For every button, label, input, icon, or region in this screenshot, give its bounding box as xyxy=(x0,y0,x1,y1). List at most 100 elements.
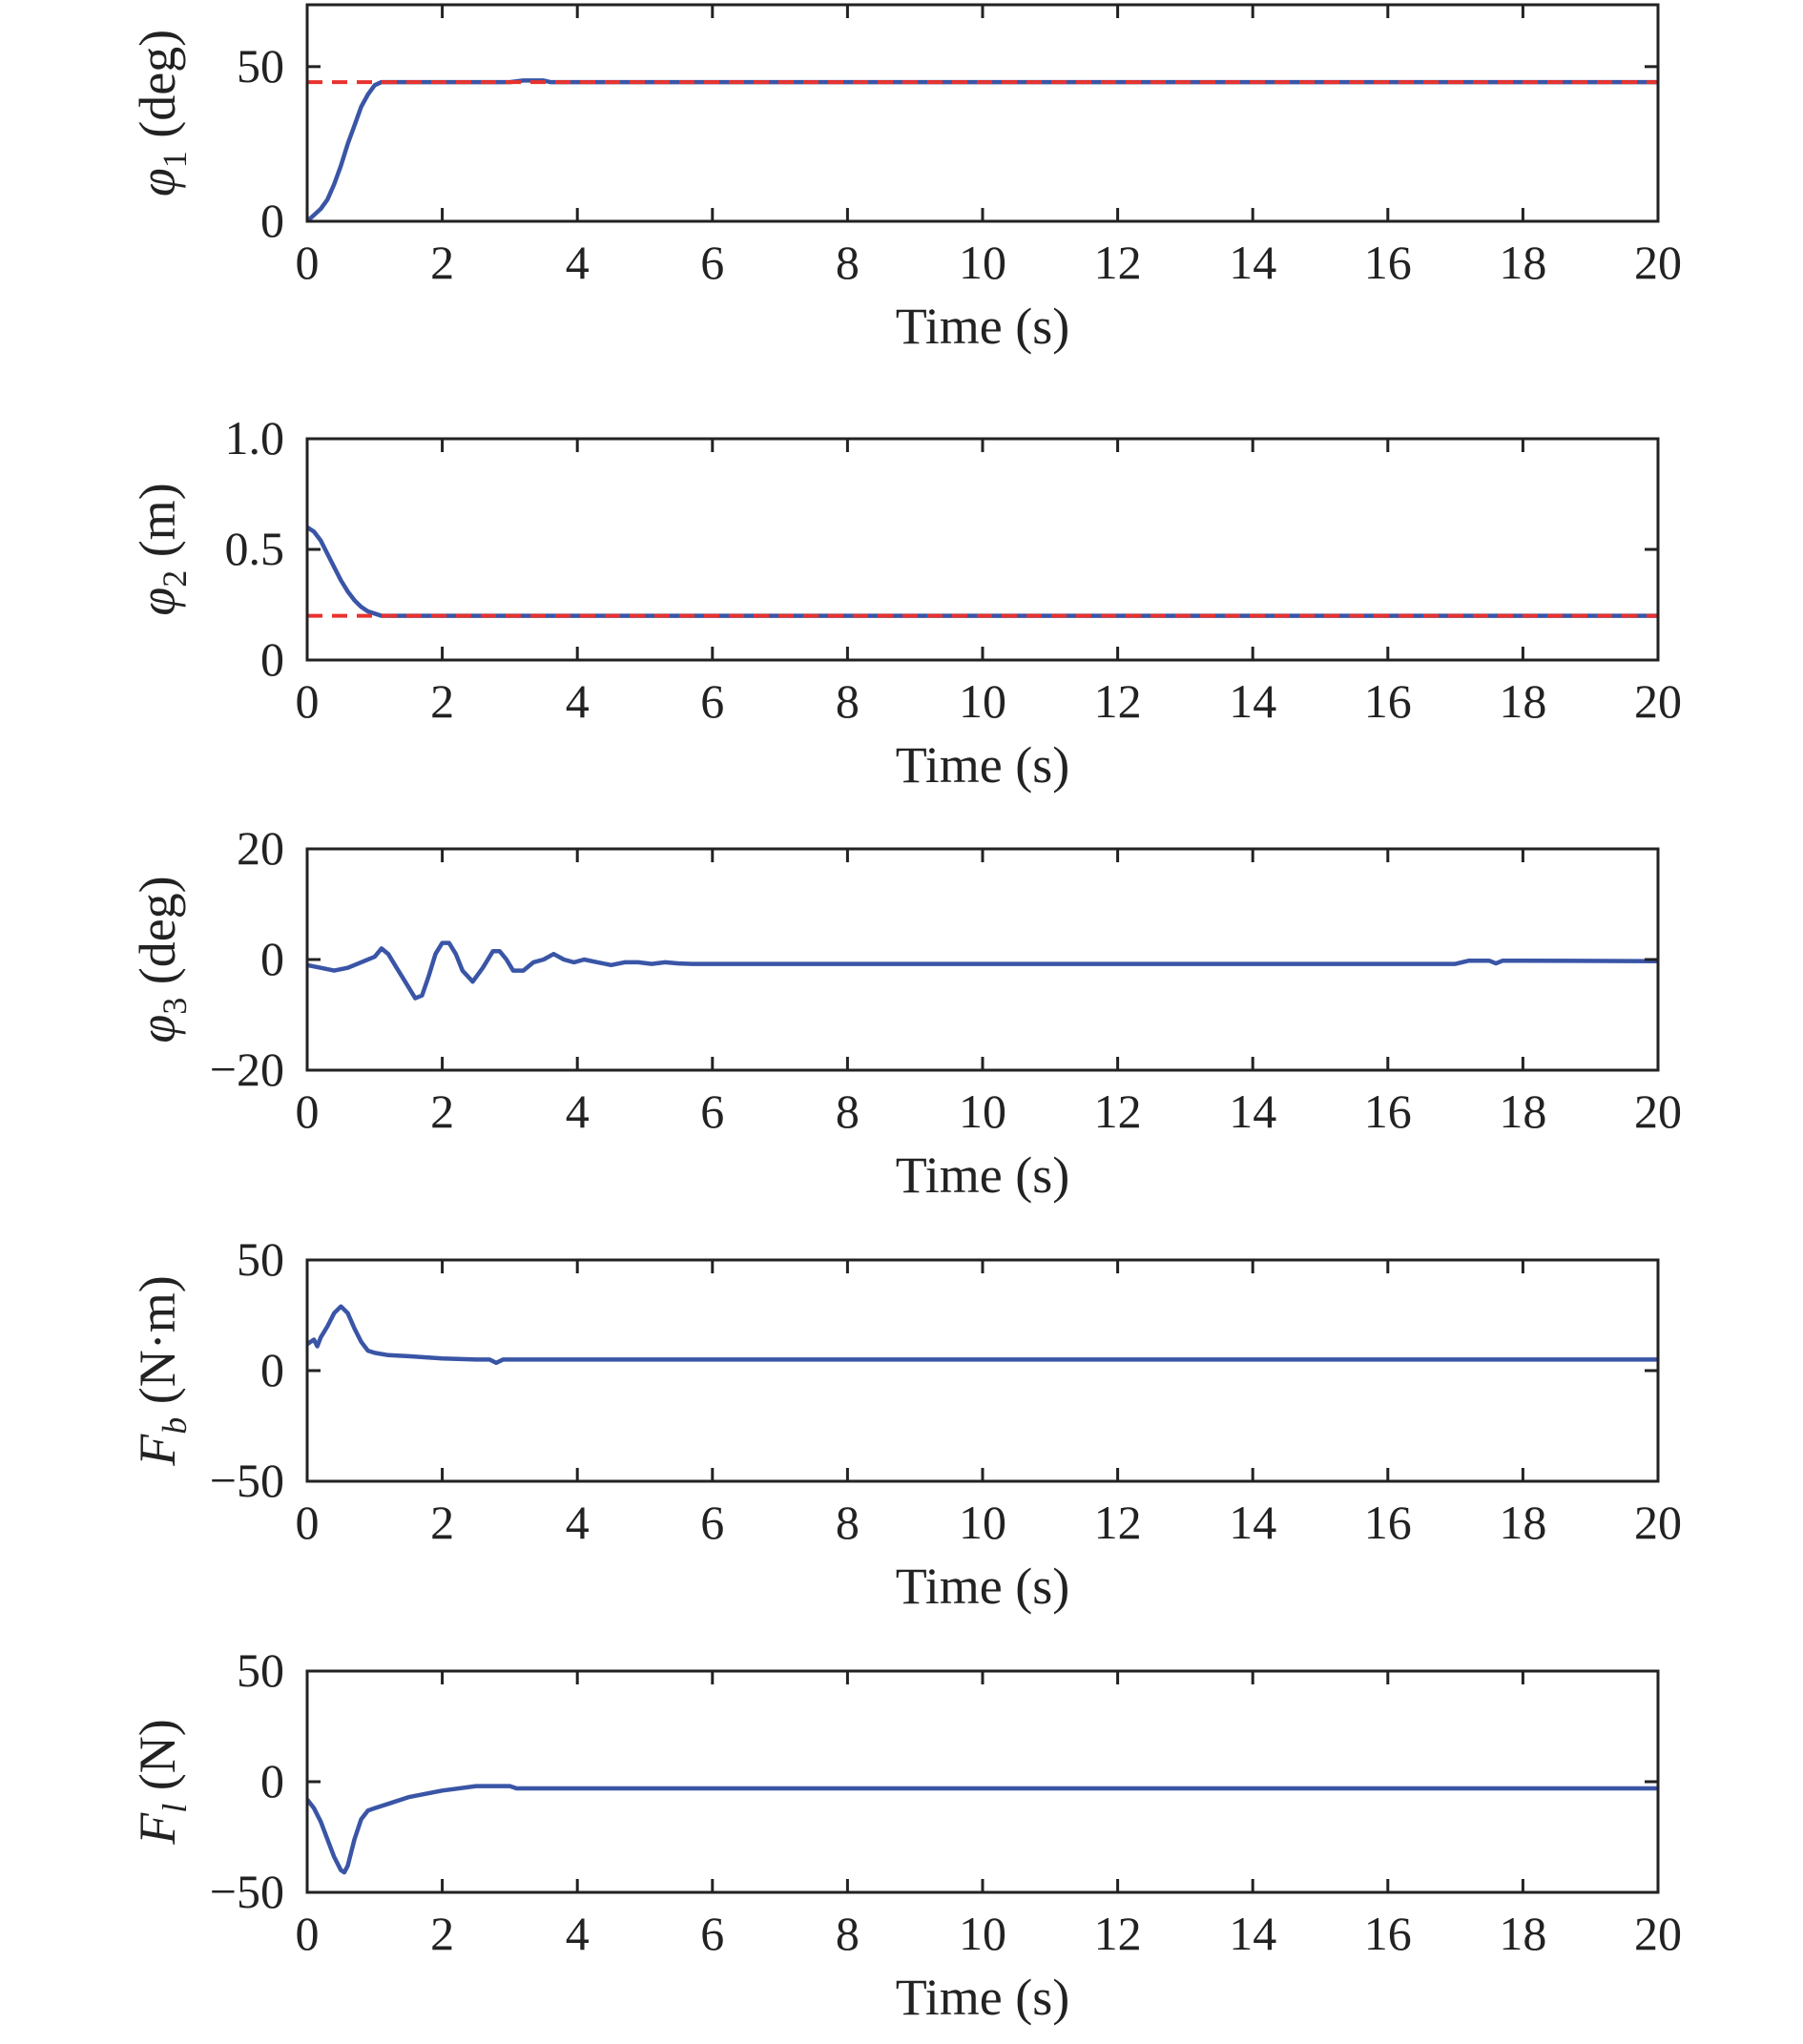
x-tick-label: 6 xyxy=(700,1496,724,1549)
y-axis-subscript: 1 xyxy=(155,151,194,168)
x-tick-label: 16 xyxy=(1364,674,1412,728)
x-tick-label: 12 xyxy=(1094,1496,1142,1549)
chart-panel-1: 0 2 4 6 8 10 12 14 16 18 20 0 50 Time (s) φ1 (deg) xyxy=(129,3,1682,355)
y-axis-symbol: F xyxy=(129,1812,186,1846)
y-axis-unit: (deg) xyxy=(129,876,186,984)
y-axis-title: Fl (N) xyxy=(129,1719,194,1845)
x-tick-label: 2 xyxy=(430,1496,454,1549)
x-tick-label: 10 xyxy=(959,674,1006,728)
x-tick-label: 20 xyxy=(1634,1496,1682,1549)
x-axis-title: Time (s) xyxy=(896,1558,1070,1615)
x-axis-title: Time (s) xyxy=(896,1969,1070,2026)
y-tick-label: 0.5 xyxy=(225,522,285,575)
x-tick-label: 16 xyxy=(1364,1496,1412,1549)
x-tick-label: 8 xyxy=(836,674,860,728)
x-tick-label: 20 xyxy=(1634,236,1682,289)
x-tick-label: 12 xyxy=(1094,674,1142,728)
response-line xyxy=(307,1304,1658,1366)
x-tick-label: 8 xyxy=(836,1084,860,1138)
y-axis-subscript: 3 xyxy=(155,998,194,1015)
x-tick-label: 10 xyxy=(959,236,1006,289)
x-tick-label: 4 xyxy=(566,1496,590,1549)
plot-frame xyxy=(305,1258,1660,1483)
y-axis-unit: (N·m) xyxy=(129,1275,186,1404)
x-tick-label: 2 xyxy=(430,1084,454,1138)
x-tick-label: 10 xyxy=(959,1496,1006,1549)
x-tick-label: 8 xyxy=(836,236,860,289)
y-axis-spacer xyxy=(129,557,186,570)
x-tick-label: 6 xyxy=(700,674,724,728)
y-tick-label: 0 xyxy=(260,632,284,686)
x-axis-title: Time (s) xyxy=(896,736,1070,794)
response-line xyxy=(307,78,1658,223)
x-tick-label: 8 xyxy=(836,1496,860,1549)
y-axis-title: φ1 (deg) xyxy=(129,30,194,196)
x-tick-label: 2 xyxy=(430,236,454,289)
plot-frame xyxy=(305,847,1660,1072)
y-axis-title: φ3 (deg) xyxy=(129,876,194,1043)
x-tick-label: 0 xyxy=(296,1496,320,1549)
y-tick-label: 0 xyxy=(260,932,284,985)
y-tick-label: 20 xyxy=(237,821,284,875)
x-tick-label: 6 xyxy=(700,236,724,289)
y-axis-title: φ2 (m) xyxy=(129,483,194,615)
x-tick-label: 14 xyxy=(1229,236,1276,289)
x-tick-label: 14 xyxy=(1229,1907,1276,1960)
y-tick-label: −50 xyxy=(210,1454,284,1507)
y-axis-title: Fb (N·m) xyxy=(129,1275,194,1466)
response-line xyxy=(307,1784,1658,1875)
y-tick-label: −20 xyxy=(210,1043,284,1096)
x-tick-label: 18 xyxy=(1499,1084,1546,1138)
x-tick-label: 18 xyxy=(1499,236,1546,289)
x-tick-label: 16 xyxy=(1364,1084,1412,1138)
x-axis-title: Time (s) xyxy=(896,298,1070,355)
x-tick-label: 10 xyxy=(959,1907,1006,1960)
x-tick-label: 18 xyxy=(1499,1907,1546,1960)
y-axis-symbol: φ xyxy=(129,588,186,616)
x-tick-label: 18 xyxy=(1499,1496,1546,1549)
x-tick-label: 14 xyxy=(1229,1084,1276,1138)
y-tick-label: 1.0 xyxy=(225,411,285,465)
y-tick-label: 0 xyxy=(260,1343,284,1396)
response-line xyxy=(307,525,1658,618)
x-tick-label: 16 xyxy=(1364,236,1412,289)
x-tick-label: 0 xyxy=(296,236,320,289)
x-tick-label: 4 xyxy=(566,236,590,289)
x-tick-label: 14 xyxy=(1229,1496,1276,1549)
y-tick-label: 50 xyxy=(237,1232,284,1286)
plot-frame xyxy=(305,437,1660,662)
y-tick-label: 50 xyxy=(237,39,284,93)
x-tick-label: 2 xyxy=(430,674,454,728)
y-axis-subscript: b xyxy=(155,1417,194,1435)
y-axis-spacer xyxy=(129,1790,186,1804)
y-tick-label: 50 xyxy=(237,1643,284,1697)
plot-frame xyxy=(305,1669,1660,1894)
x-tick-label: 8 xyxy=(836,1907,860,1960)
response-line xyxy=(307,940,1658,1001)
y-axis-symbol: φ xyxy=(129,1015,186,1043)
x-tick-label: 20 xyxy=(1634,1907,1682,1960)
x-tick-label: 2 xyxy=(430,1907,454,1960)
y-axis-spacer xyxy=(129,1404,186,1417)
y-axis-unit: (N) xyxy=(129,1719,186,1790)
x-tick-label: 10 xyxy=(959,1084,1006,1138)
y-axis-subscript: 2 xyxy=(155,570,194,588)
y-axis-spacer xyxy=(129,984,186,998)
y-axis-unit: (m) xyxy=(129,483,186,557)
y-tick-label: −50 xyxy=(210,1865,284,1918)
y-axis-symbol: F xyxy=(129,1434,186,1467)
y-axis-subscript: l xyxy=(155,1804,194,1813)
y-tick-label: 0 xyxy=(260,1754,284,1807)
x-tick-label: 4 xyxy=(566,1907,590,1960)
x-tick-label: 20 xyxy=(1634,1084,1682,1138)
x-tick-label: 12 xyxy=(1094,1907,1142,1960)
x-tick-label: 6 xyxy=(700,1084,724,1138)
x-tick-label: 14 xyxy=(1229,674,1276,728)
x-tick-label: 18 xyxy=(1499,674,1546,728)
y-axis-spacer xyxy=(129,138,186,152)
x-axis-title: Time (s) xyxy=(896,1146,1070,1204)
